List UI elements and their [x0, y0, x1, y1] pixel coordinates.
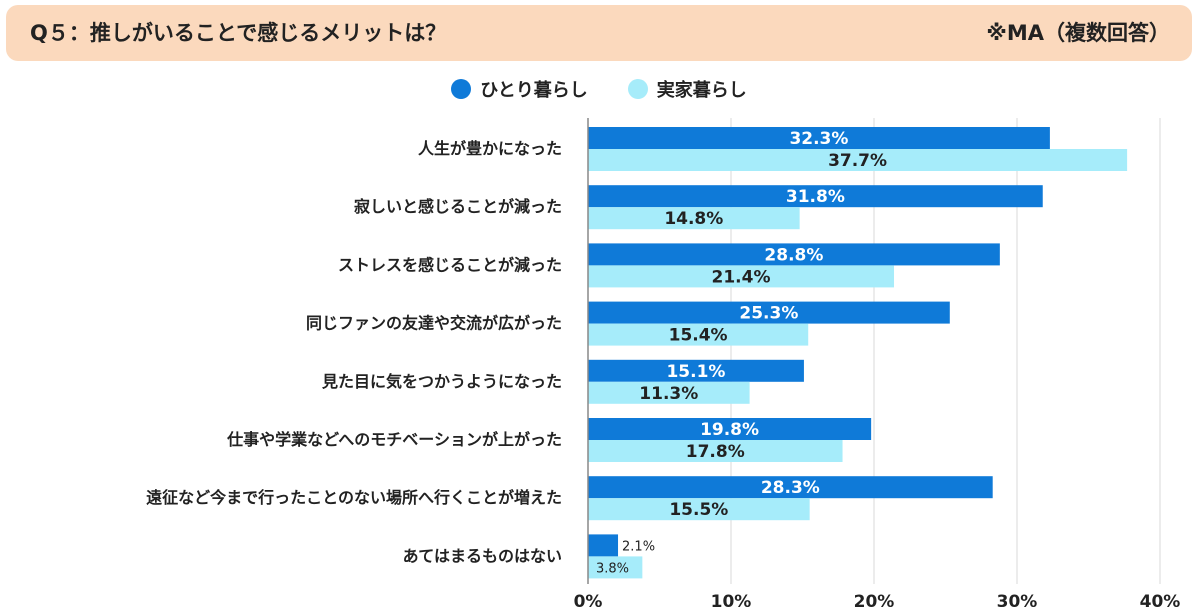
data-label: 25.3%: [739, 304, 798, 324]
x-tick-label: 40%: [1140, 592, 1181, 612]
bar-series-1: [588, 301, 950, 324]
data-label: 32.3%: [789, 129, 848, 149]
bar-series-1: [588, 185, 1043, 208]
data-label: 28.3%: [761, 478, 820, 498]
bar-series-2: [588, 440, 843, 462]
bar-series-2: [588, 323, 809, 346]
category-label: 遠征など今まで行ったことのない場所へ行くことが増えた: [146, 488, 562, 507]
legend-swatch-series-2: [627, 79, 648, 99]
category-label: 同じファンの友達や交流が広がった: [306, 314, 562, 333]
multiple-answer-note: ※MA（複数回答）: [986, 21, 1170, 45]
category-label: 人生が豊かになった: [418, 139, 562, 158]
legend-swatch-series-1: [451, 79, 472, 99]
legend-label-series-2: 実家暮らし: [656, 80, 747, 101]
data-label: 15.1%: [666, 362, 725, 382]
legend-item-series-2: 実家暮らし: [627, 76, 747, 102]
data-label: 28.8%: [764, 245, 823, 265]
data-label: 3.8%: [596, 561, 629, 576]
category-label: 仕事や学業などへのモチベーションが上がった: [226, 430, 562, 449]
bar-series-2: [588, 498, 810, 521]
bar-series-2: [588, 381, 750, 404]
data-label: 15.4%: [669, 326, 728, 346]
data-label: 15.5%: [669, 500, 728, 520]
bar-series-1: [588, 534, 619, 557]
legend: ひとり暮らし 実家暮らし: [0, 76, 1198, 102]
chart-title: Q５：推しがいることで感じるメリットは？: [30, 21, 447, 45]
data-label: 14.8%: [664, 209, 723, 229]
category-label: 寂しいと感じることが減った: [354, 197, 562, 216]
category-label: ストレスを感じることが減った: [338, 255, 562, 274]
x-tick-label: 20%: [854, 592, 895, 612]
bar-series-1: [588, 243, 1000, 266]
x-tick-label: 10%: [711, 592, 752, 612]
bar-series-1: [588, 418, 872, 440]
bar-series-2: [588, 149, 1128, 171]
data-label: 21.4%: [712, 267, 771, 287]
data-label: 37.7%: [828, 151, 887, 171]
bar-series-1: [588, 476, 993, 499]
bar-series-1: [588, 127, 1050, 149]
x-tick-label: 30%: [997, 592, 1038, 612]
data-label: 2.1%: [622, 539, 655, 554]
bar-series-2: [588, 207, 800, 230]
bar-series-2: [588, 556, 643, 579]
legend-label-series-1: ひとり暮らし: [480, 80, 588, 101]
data-label: 17.8%: [686, 442, 745, 462]
x-tick-label: 0%: [574, 592, 603, 612]
data-label: 31.8%: [786, 187, 845, 207]
category-label: あてはまるものはない: [403, 546, 562, 565]
bar-series-1: [588, 359, 804, 382]
data-label: 11.3%: [639, 384, 698, 404]
data-label: 19.8%: [700, 420, 759, 440]
legend-item-series-1: ひとり暮らし: [451, 76, 588, 102]
bar-series-2: [588, 265, 895, 288]
chart-header: Q５：推しがいることで感じるメリットは？ ※MA（複数回答）: [6, 5, 1192, 61]
category-label: 見た目に気をつかうようになった: [321, 372, 562, 391]
